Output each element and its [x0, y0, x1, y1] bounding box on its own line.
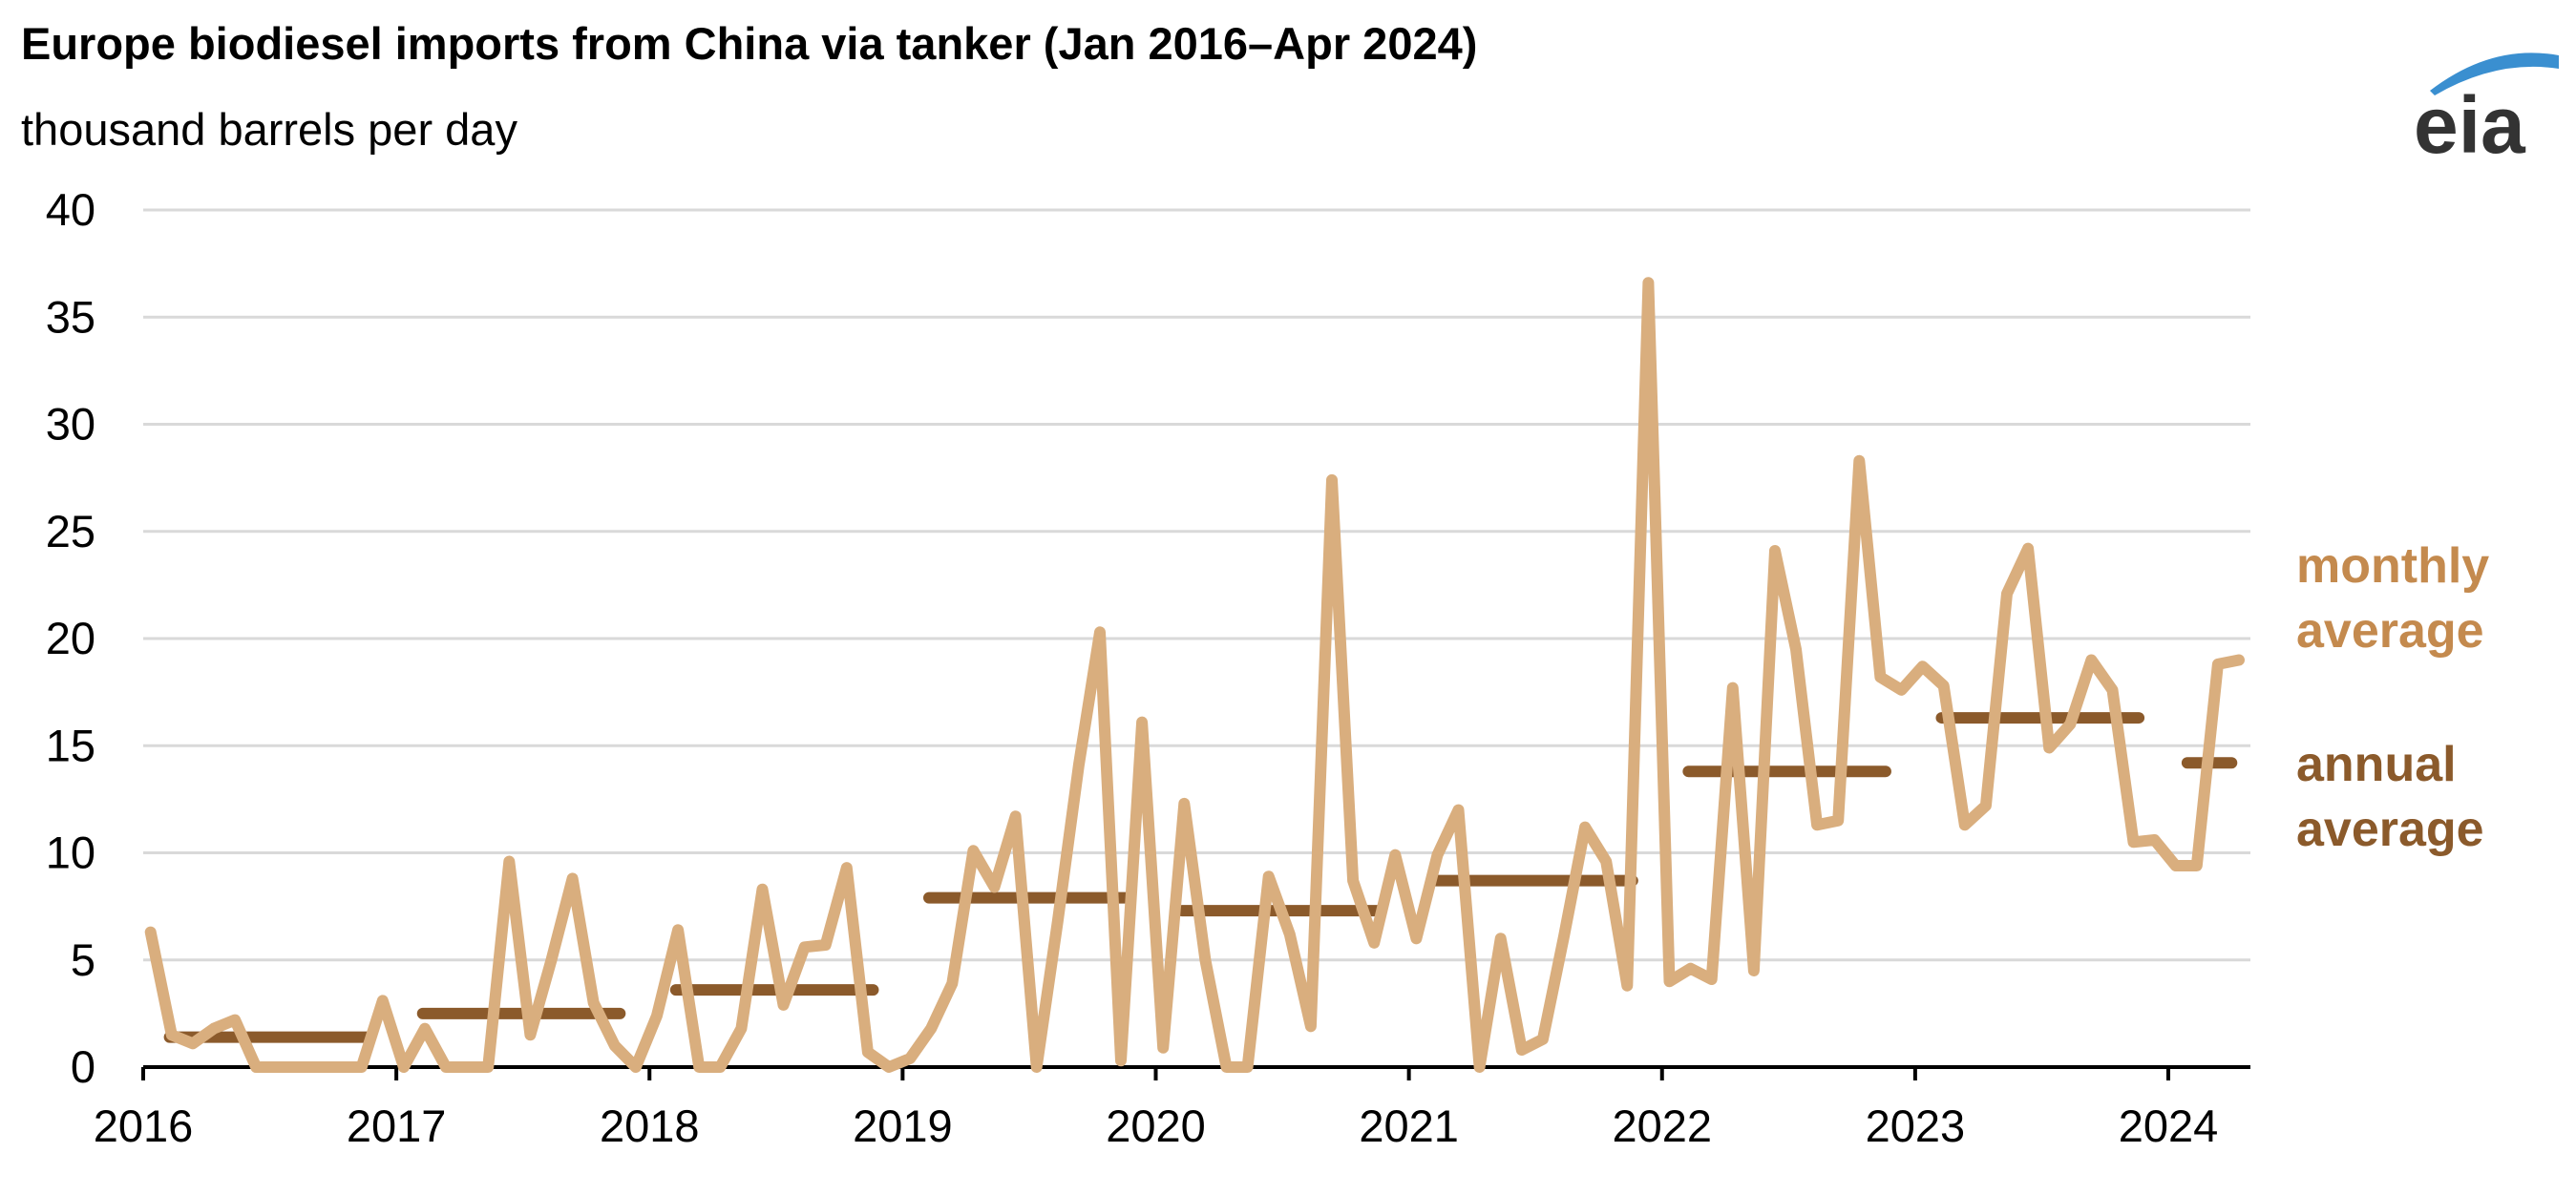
- x-tick-label: 2017: [347, 1101, 447, 1151]
- x-tick-label: 2020: [1106, 1101, 1206, 1151]
- y-tick-label: 15: [46, 720, 95, 770]
- legend-monthly-line1: monthly: [2296, 538, 2489, 594]
- x-tick-label: 2018: [600, 1101, 700, 1151]
- x-tick-label: 2016: [94, 1101, 194, 1151]
- eia-logo-arc: [2430, 52, 2559, 95]
- gridlines: [143, 208, 2250, 962]
- x-tick-label: 2021: [1359, 1101, 1459, 1151]
- legend: monthly average annual average: [2296, 538, 2489, 857]
- legend-annual-line1: annual: [2296, 737, 2457, 792]
- y-tick-label: 10: [46, 828, 95, 878]
- y-tick-label: 5: [71, 934, 95, 985]
- monthly-average-line: [144, 277, 2245, 1073]
- chart-subtitle: thousand barrels per day: [21, 104, 517, 155]
- y-tick-label: 0: [71, 1041, 95, 1092]
- monthly-average-series: [144, 277, 2245, 1073]
- chart-title: Europe biodiesel imports from China via …: [21, 18, 1477, 69]
- legend-annual-line2: average: [2296, 802, 2484, 857]
- legend-monthly-line2: average: [2296, 603, 2484, 659]
- y-tick-label: 25: [46, 506, 95, 556]
- y-tick-label: 35: [46, 291, 95, 342]
- x-tick-label: 2019: [853, 1101, 953, 1151]
- y-axis-ticks: 0 5 10 15 20 25 30 35 40: [46, 184, 95, 1092]
- eia-logo: eia: [2414, 52, 2559, 170]
- annual-average-series: [163, 712, 2238, 1043]
- eia-logo-text: eia: [2414, 80, 2526, 170]
- x-tick-label: 2022: [1612, 1101, 1712, 1151]
- x-tick-label: 2024: [2119, 1101, 2219, 1151]
- y-tick-label: 40: [46, 184, 95, 235]
- x-tick-label: 2023: [1866, 1101, 1966, 1151]
- y-tick-label: 20: [46, 613, 95, 663]
- y-tick-label: 30: [46, 399, 95, 450]
- x-axis: 2016 2017 2018 2019 2020 2021 2022 2023 2024: [94, 1065, 2250, 1151]
